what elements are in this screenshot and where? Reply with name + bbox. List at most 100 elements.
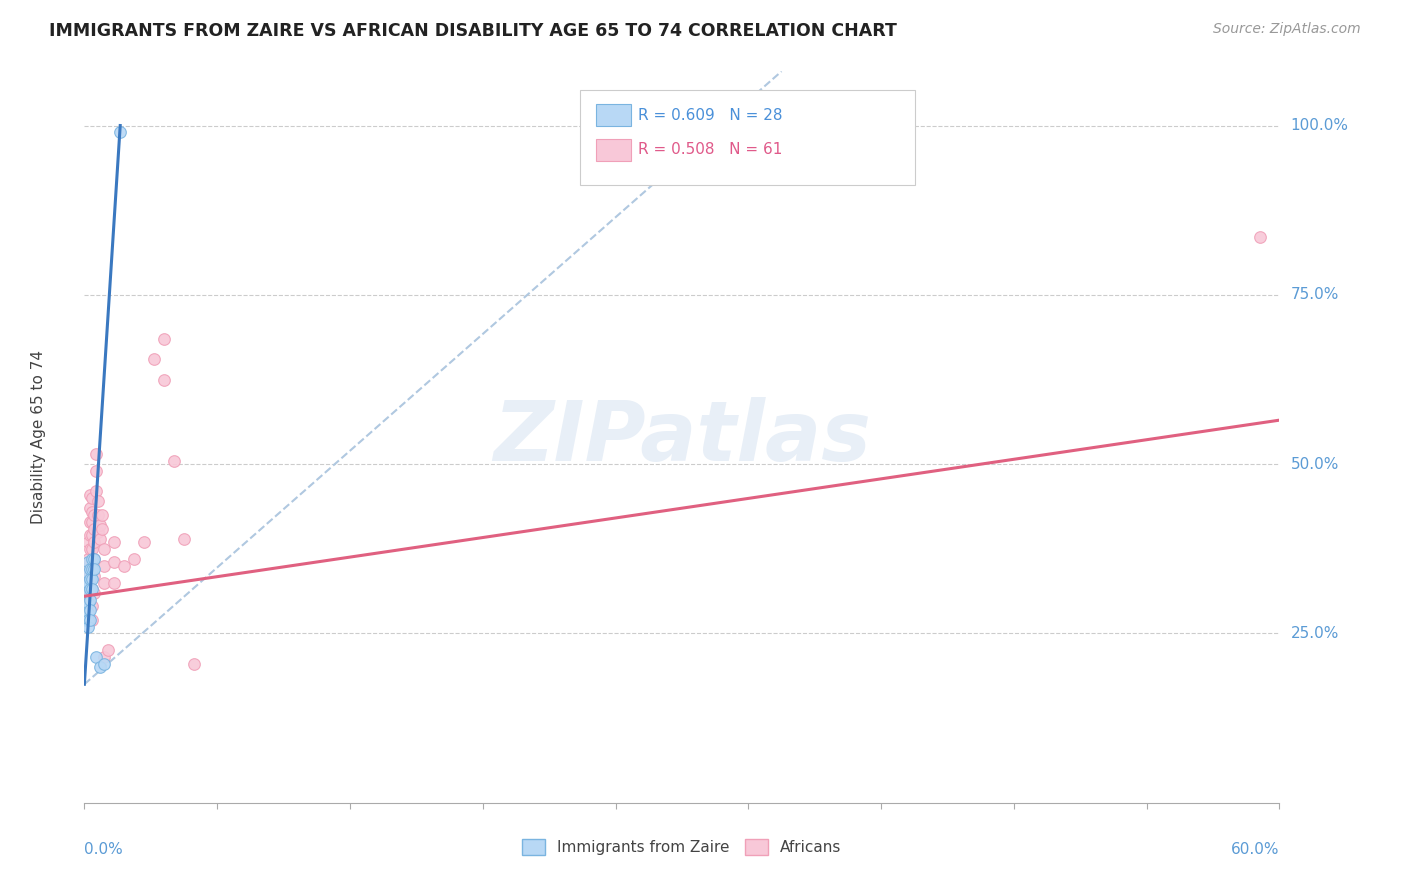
Point [163, 454, 186, 468]
Point [83, 552, 105, 566]
Point [77, 566, 100, 580]
Point [77, 582, 100, 597]
Point [75, 613, 97, 627]
Point [79, 488, 101, 502]
Point [75, 603, 97, 617]
Text: Disability Age 65 to 74: Disability Age 65 to 74 [31, 350, 46, 524]
Point [83, 586, 105, 600]
FancyBboxPatch shape [581, 90, 915, 185]
Text: 60.0%: 60.0% [1232, 842, 1279, 856]
Point [89, 518, 111, 533]
Point [103, 555, 125, 569]
Text: IMMIGRANTS FROM ZAIRE VS AFRICAN DISABILITY AGE 65 TO 74 CORRELATION CHART: IMMIGRANTS FROM ZAIRE VS AFRICAN DISABIL… [49, 22, 897, 40]
Point [82, 528, 104, 542]
Point [79, 555, 101, 569]
Point [77, 586, 100, 600]
Text: ZIPatlas: ZIPatlas [494, 397, 870, 477]
Point [122, 552, 145, 566]
Point [79, 603, 101, 617]
Point [77, 572, 100, 586]
Point [79, 562, 101, 576]
Text: 75.0%: 75.0% [1291, 287, 1339, 302]
Point [103, 575, 125, 590]
Point [87, 508, 110, 522]
Point [87, 524, 110, 539]
Point [82, 572, 104, 586]
Point [79, 572, 101, 586]
Point [82, 491, 104, 505]
Point [82, 599, 104, 614]
Point [132, 535, 156, 549]
Point [173, 532, 195, 546]
Point [79, 592, 101, 607]
Point [77, 552, 100, 566]
Point [86, 464, 108, 478]
Point [93, 657, 115, 671]
Point [87, 494, 110, 508]
Point [79, 541, 101, 556]
Point [75, 592, 97, 607]
Point [82, 555, 104, 569]
Point [93, 575, 115, 590]
Point [79, 582, 101, 597]
Point [82, 613, 104, 627]
Point [143, 352, 166, 367]
Text: R = 0.508   N = 61: R = 0.508 N = 61 [638, 142, 782, 157]
Text: 100.0%: 100.0% [1291, 118, 1348, 133]
Point [183, 657, 205, 671]
Point [82, 515, 104, 529]
Point [77, 620, 100, 634]
Point [75, 592, 97, 607]
Point [82, 541, 104, 556]
Text: 0.0%: 0.0% [84, 842, 124, 856]
Point [97, 643, 120, 657]
Point [91, 508, 114, 522]
Point [103, 535, 125, 549]
Point [153, 332, 176, 346]
Text: 25.0%: 25.0% [1291, 626, 1339, 641]
Point [77, 606, 100, 620]
Text: Source: ZipAtlas.com: Source: ZipAtlas.com [1213, 22, 1361, 37]
Point [89, 660, 111, 674]
Point [93, 558, 115, 573]
Point [79, 501, 101, 516]
Point [77, 613, 100, 627]
Point [1249, 230, 1271, 244]
Point [82, 582, 104, 597]
Point [75, 579, 97, 593]
FancyBboxPatch shape [596, 104, 630, 127]
Point [83, 562, 105, 576]
Point [91, 521, 114, 535]
Point [83, 569, 105, 583]
Point [83, 521, 105, 535]
Point [75, 603, 97, 617]
Point [75, 582, 97, 597]
Point [93, 541, 115, 556]
Legend: Immigrants from Zaire, Africans: Immigrants from Zaire, Africans [516, 833, 848, 861]
Point [82, 552, 104, 566]
Point [77, 535, 100, 549]
Point [79, 613, 101, 627]
Point [82, 562, 104, 576]
Point [77, 592, 100, 607]
Point [82, 582, 104, 597]
Point [112, 558, 135, 573]
Point [82, 566, 104, 580]
Point [79, 528, 101, 542]
FancyBboxPatch shape [596, 138, 630, 161]
Point [83, 535, 105, 549]
Point [77, 596, 100, 610]
Point [82, 505, 104, 519]
Point [83, 552, 105, 566]
Point [77, 562, 100, 576]
Text: 50.0%: 50.0% [1291, 457, 1339, 472]
Point [110, 125, 132, 139]
Point [89, 532, 111, 546]
Point [79, 515, 101, 529]
Point [83, 508, 105, 522]
Point [79, 569, 101, 583]
Point [93, 650, 115, 665]
Point [77, 555, 100, 569]
Point [86, 447, 108, 461]
Point [79, 582, 101, 597]
